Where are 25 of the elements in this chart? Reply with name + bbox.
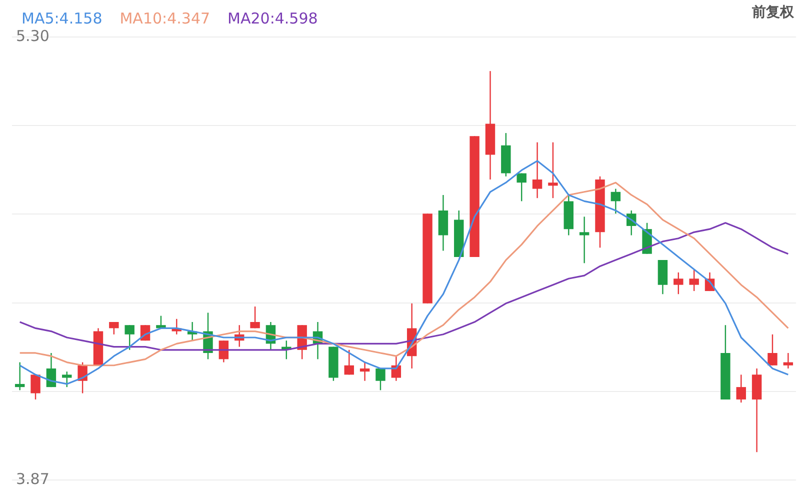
candlestick — [689, 268, 699, 292]
candlestick — [736, 374, 746, 404]
candlestick — [768, 334, 778, 366]
y-tick-label: 3.87 — [16, 470, 50, 488]
candlestick — [344, 349, 354, 376]
candlestick — [109, 321, 119, 335]
candlestick — [124, 324, 134, 350]
y-tick-label: 5.30 — [16, 26, 50, 45]
candlestick — [14, 362, 25, 391]
candlestick — [548, 142, 558, 199]
candlestick — [376, 368, 386, 391]
text: MA20:4.598 — [228, 9, 318, 28]
candlestick — [783, 352, 794, 370]
candlestick — [360, 362, 370, 382]
candlestick — [30, 374, 40, 400]
text: 前复权 — [751, 4, 795, 21]
candlestick — [532, 142, 542, 199]
text: MA10:4.347 — [120, 9, 210, 28]
candlestick — [579, 216, 590, 264]
candlestick — [62, 370, 72, 388]
candlestick — [516, 172, 526, 202]
candlestick — [250, 306, 260, 329]
text: MA5:4.158 — [22, 9, 102, 28]
candlestick — [610, 188, 621, 214]
candlestick — [674, 272, 684, 295]
